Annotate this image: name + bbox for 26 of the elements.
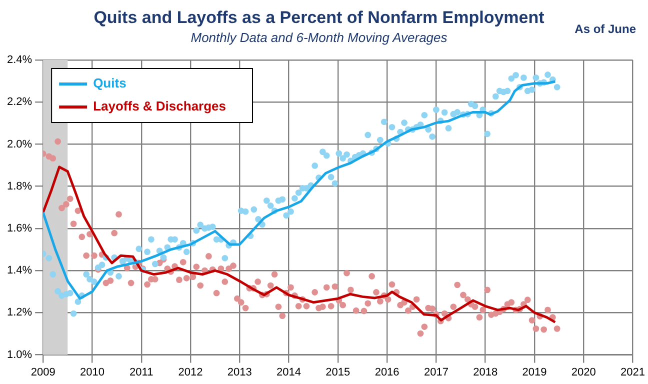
legend-label: Quits [93, 76, 126, 91]
x-tick-label: 2021 [620, 366, 646, 378]
y-tick-label: 2.2% [6, 96, 32, 108]
y-tick-label: 2.4% [6, 54, 32, 66]
x-tick-label: 2020 [571, 366, 596, 378]
x-tick-label: 2016 [374, 366, 400, 378]
x-tick-label: 2009 [30, 366, 56, 378]
chart-title: Quits and Layoffs as a Percent of Nonfarm Employment [94, 8, 545, 27]
x-tick-label: 2019 [522, 366, 547, 378]
y-tick-label: 2.0% [6, 138, 32, 150]
y-tick-label: 1.6% [6, 222, 32, 234]
x-tick-label: 2012 [178, 366, 203, 378]
x-tick-label: 2014 [276, 366, 302, 378]
x-tick-label: 2015 [326, 366, 350, 378]
x-tick-label: 2013 [227, 366, 252, 378]
y-tick-label: 1.8% [6, 180, 32, 192]
y-tick-label: 1.0% [6, 348, 32, 361]
x-tick-label: 2011 [130, 366, 154, 378]
x-tick-label: 2018 [473, 366, 498, 378]
text: As of June [574, 22, 636, 36]
x-tick-label: 2017 [424, 366, 448, 378]
chart-subtitle: Monthly Data and 6-Month Moving Averages [190, 30, 448, 45]
y-tick-label: 1.4% [6, 264, 32, 277]
legend-label: Layoffs & Discharges [93, 98, 226, 114]
y-tick-label: 1.2% [6, 306, 32, 319]
x-tick-label: 2010 [80, 366, 104, 378]
